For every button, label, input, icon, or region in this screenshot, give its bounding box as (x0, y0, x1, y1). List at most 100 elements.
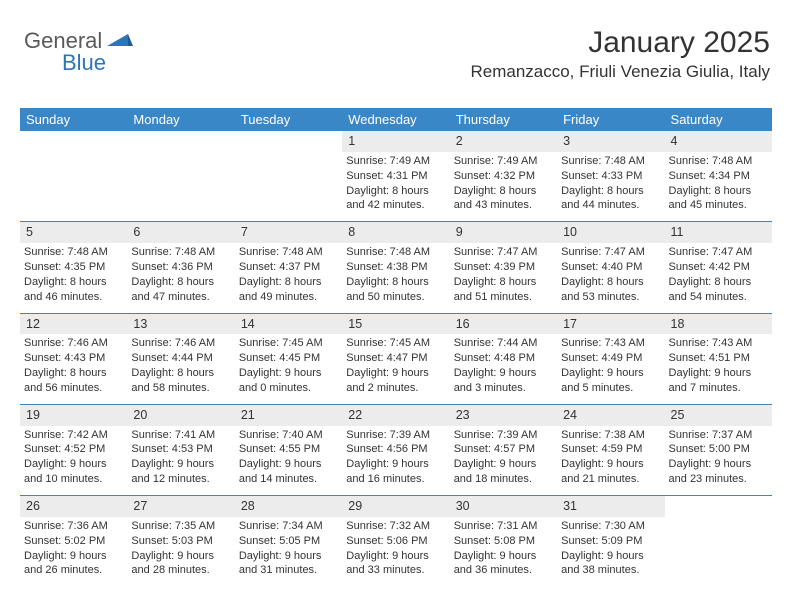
day-info-line: Sunrise: 7:46 AM (24, 336, 123, 351)
day-number: 12 (20, 314, 127, 335)
day-cell: 11Sunrise: 7:47 AMSunset: 4:42 PMDayligh… (665, 222, 772, 312)
day-info-line: Sunset: 4:59 PM (561, 442, 660, 457)
day-info-line: and 46 minutes. (24, 290, 123, 305)
day-body: Sunrise: 7:45 AMSunset: 4:45 PMDaylight:… (235, 336, 342, 395)
day-body: Sunrise: 7:35 AMSunset: 5:03 PMDaylight:… (127, 519, 234, 578)
day-body: Sunrise: 7:44 AMSunset: 4:48 PMDaylight:… (450, 336, 557, 395)
logo-icon (107, 30, 133, 53)
day-body: Sunrise: 7:30 AMSunset: 5:09 PMDaylight:… (557, 519, 664, 578)
day-body: Sunrise: 7:48 AMSunset: 4:35 PMDaylight:… (20, 245, 127, 304)
day-info-line: and 18 minutes. (454, 472, 553, 487)
day-number: 9 (450, 222, 557, 243)
day-info-line: Daylight: 8 hours (454, 184, 553, 199)
day-info-line: Sunrise: 7:43 AM (669, 336, 768, 351)
day-number: 3 (557, 131, 664, 152)
day-info-line: Daylight: 9 hours (239, 457, 338, 472)
day-body: Sunrise: 7:48 AMSunset: 4:34 PMDaylight:… (665, 154, 772, 213)
day-info-line: Sunrise: 7:48 AM (346, 245, 445, 260)
day-number: 13 (127, 314, 234, 335)
day-info-line: Sunrise: 7:48 AM (24, 245, 123, 260)
day-info-line: Daylight: 9 hours (454, 366, 553, 381)
day-info-line: Daylight: 8 hours (346, 184, 445, 199)
day-info-line: and 56 minutes. (24, 381, 123, 396)
day-info-line: Sunrise: 7:35 AM (131, 519, 230, 534)
day-body: Sunrise: 7:47 AMSunset: 4:40 PMDaylight:… (557, 245, 664, 304)
logo-text-blue: Blue (62, 50, 106, 76)
day-info-line: Sunrise: 7:34 AM (239, 519, 338, 534)
day-info-line: Sunset: 4:55 PM (239, 442, 338, 457)
day-info-line: Sunrise: 7:48 AM (669, 154, 768, 169)
day-info-line: Daylight: 8 hours (24, 366, 123, 381)
day-info-line: Daylight: 9 hours (561, 549, 660, 564)
day-info-line: Sunset: 4:36 PM (131, 260, 230, 275)
day-info-line: Sunset: 5:02 PM (24, 534, 123, 549)
day-info-line: and 7 minutes. (669, 381, 768, 396)
day-info-line: and 10 minutes. (24, 472, 123, 487)
day-cell: 31Sunrise: 7:30 AMSunset: 5:09 PMDayligh… (557, 496, 664, 586)
day-info-line: Sunrise: 7:45 AM (239, 336, 338, 351)
day-number: 23 (450, 405, 557, 426)
day-info-line: Daylight: 9 hours (454, 457, 553, 472)
day-info-line: and 38 minutes. (561, 563, 660, 578)
day-info-line: Daylight: 9 hours (24, 549, 123, 564)
day-info-line: Sunset: 4:32 PM (454, 169, 553, 184)
day-info-line: Sunrise: 7:44 AM (454, 336, 553, 351)
day-cell: 13Sunrise: 7:46 AMSunset: 4:44 PMDayligh… (127, 314, 234, 404)
day-info-line: Sunset: 4:56 PM (346, 442, 445, 457)
day-info-line: Daylight: 8 hours (669, 184, 768, 199)
day-info-line: and 5 minutes. (561, 381, 660, 396)
day-info-line: Sunrise: 7:36 AM (24, 519, 123, 534)
day-info-line: and 21 minutes. (561, 472, 660, 487)
day-number: 24 (557, 405, 664, 426)
day-info-line: and 16 minutes. (346, 472, 445, 487)
day-info-line: Daylight: 9 hours (346, 457, 445, 472)
day-info-line: Daylight: 9 hours (561, 366, 660, 381)
day-info-line: Sunrise: 7:39 AM (454, 428, 553, 443)
day-body: Sunrise: 7:39 AMSunset: 4:56 PMDaylight:… (342, 428, 449, 487)
day-cell: 12Sunrise: 7:46 AMSunset: 4:43 PMDayligh… (20, 314, 127, 404)
weekday-header: Friday (557, 108, 664, 131)
day-body: Sunrise: 7:31 AMSunset: 5:08 PMDaylight:… (450, 519, 557, 578)
day-info-line: and 33 minutes. (346, 563, 445, 578)
day-number: 25 (665, 405, 772, 426)
day-info-line: and 43 minutes. (454, 198, 553, 213)
day-info-line: and 31 minutes. (239, 563, 338, 578)
weekday-header: Monday (127, 108, 234, 131)
day-info-line: Sunrise: 7:48 AM (239, 245, 338, 260)
day-info-line: Daylight: 9 hours (454, 549, 553, 564)
day-info-line: Daylight: 9 hours (24, 457, 123, 472)
day-info-line: Daylight: 9 hours (131, 457, 230, 472)
week-row: 12Sunrise: 7:46 AMSunset: 4:43 PMDayligh… (20, 313, 772, 404)
day-info-line: Sunset: 4:34 PM (669, 169, 768, 184)
day-info-line: Daylight: 8 hours (24, 275, 123, 290)
day-body: Sunrise: 7:39 AMSunset: 4:57 PMDaylight:… (450, 428, 557, 487)
weekday-header: Wednesday (342, 108, 449, 131)
day-info-line: and 2 minutes. (346, 381, 445, 396)
day-info-line: Sunrise: 7:47 AM (561, 245, 660, 260)
day-cell: 9Sunrise: 7:47 AMSunset: 4:39 PMDaylight… (450, 222, 557, 312)
day-info-line: and 45 minutes. (669, 198, 768, 213)
day-body: Sunrise: 7:43 AMSunset: 4:51 PMDaylight:… (665, 336, 772, 395)
day-info-line: Sunrise: 7:32 AM (346, 519, 445, 534)
day-info-line: Sunrise: 7:31 AM (454, 519, 553, 534)
day-info-line: and 53 minutes. (561, 290, 660, 305)
day-number: 18 (665, 314, 772, 335)
day-info-line: Sunrise: 7:48 AM (561, 154, 660, 169)
weekday-header: Tuesday (235, 108, 342, 131)
day-info-line: Sunrise: 7:49 AM (346, 154, 445, 169)
day-info-line: Daylight: 9 hours (239, 549, 338, 564)
day-body: Sunrise: 7:46 AMSunset: 4:43 PMDaylight:… (20, 336, 127, 395)
day-number: 17 (557, 314, 664, 335)
day-cell: 20Sunrise: 7:41 AMSunset: 4:53 PMDayligh… (127, 405, 234, 495)
day-number: 27 (127, 496, 234, 517)
day-cell: 30Sunrise: 7:31 AMSunset: 5:08 PMDayligh… (450, 496, 557, 586)
day-info-line: Sunset: 4:44 PM (131, 351, 230, 366)
day-info-line: and 58 minutes. (131, 381, 230, 396)
day-info-line: Sunrise: 7:48 AM (131, 245, 230, 260)
day-number: 7 (235, 222, 342, 243)
day-info-line: Sunset: 4:42 PM (669, 260, 768, 275)
day-info-line: Sunrise: 7:38 AM (561, 428, 660, 443)
week-row: 19Sunrise: 7:42 AMSunset: 4:52 PMDayligh… (20, 404, 772, 495)
calendar: SundayMondayTuesdayWednesdayThursdayFrid… (20, 108, 772, 586)
day-info-line: Sunrise: 7:49 AM (454, 154, 553, 169)
